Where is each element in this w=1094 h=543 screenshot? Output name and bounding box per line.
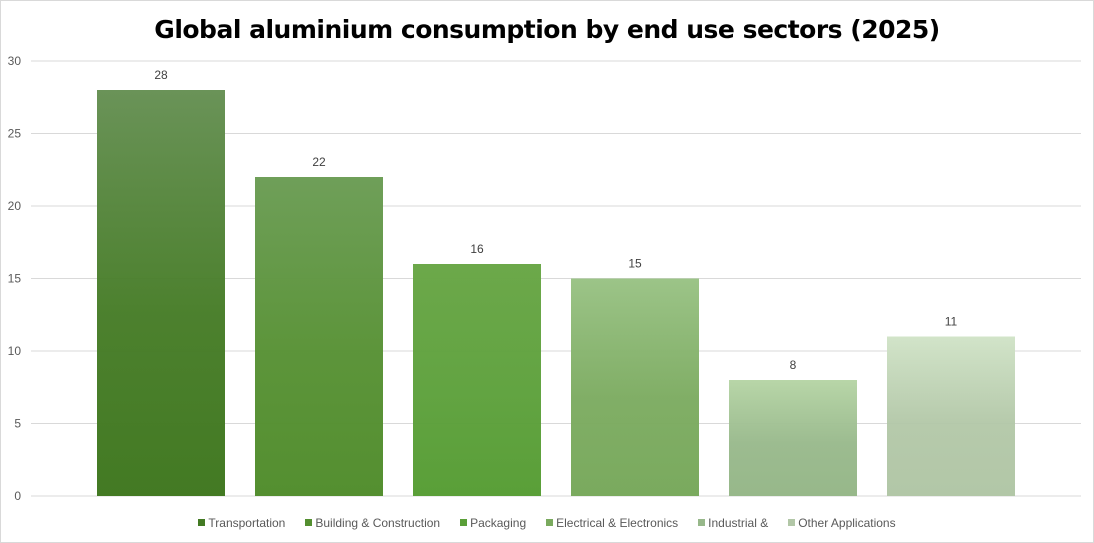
legend-swatch (198, 519, 206, 526)
y-tick-label: 20 (8, 199, 22, 213)
y-tick-label: 25 (8, 127, 22, 141)
legend-label: Electrical & Electronics (556, 516, 679, 530)
bar-other-applications (887, 336, 1015, 496)
legend: Transportation Building & Construction Pac… (1, 516, 1093, 530)
y-tick-label: 5 (14, 417, 21, 431)
legend-item: Transportation (198, 516, 285, 530)
y-tick-label: 30 (8, 54, 22, 68)
data-label: 28 (154, 68, 168, 82)
bar-industrial (729, 380, 857, 496)
legend-swatch (698, 519, 706, 526)
data-label: 15 (628, 257, 642, 271)
legend-item: Electrical & Electronics (546, 516, 678, 530)
legend-label: Packaging (470, 516, 527, 530)
data-label: 22 (312, 155, 326, 169)
legend-label: Industrial & (708, 516, 769, 530)
bar-packaging (413, 264, 541, 496)
bar-transportation (97, 90, 225, 496)
legend-swatch (546, 519, 554, 526)
data-label: 11 (945, 315, 958, 329)
legend-item: Other Applications (788, 516, 896, 530)
legend-swatch (305, 519, 313, 526)
bar-building-construction (255, 177, 383, 496)
data-label: 16 (470, 242, 484, 256)
bar-electrical-electronics (571, 278, 699, 496)
legend-swatch (788, 519, 796, 526)
y-tick-label: 10 (8, 344, 22, 358)
legend-item: Building & Construction (305, 516, 440, 530)
y-tick-label: 0 (14, 489, 21, 503)
y-tick-label: 15 (8, 272, 22, 286)
chart-title: Global aluminium consumption by end use … (154, 15, 940, 44)
legend-item: Packaging (460, 516, 526, 530)
legend-label: Transportation (208, 516, 286, 530)
legend-swatch (460, 519, 468, 526)
legend-item: Industrial & (698, 516, 768, 530)
legend-label: Other Applications (798, 516, 896, 530)
legend-label: Building & Construction (315, 516, 441, 530)
data-label: 8 (790, 358, 797, 372)
plot-area: 0 5 10 15 20 25 30 28 22 16 15 8 11 (8, 54, 1081, 503)
